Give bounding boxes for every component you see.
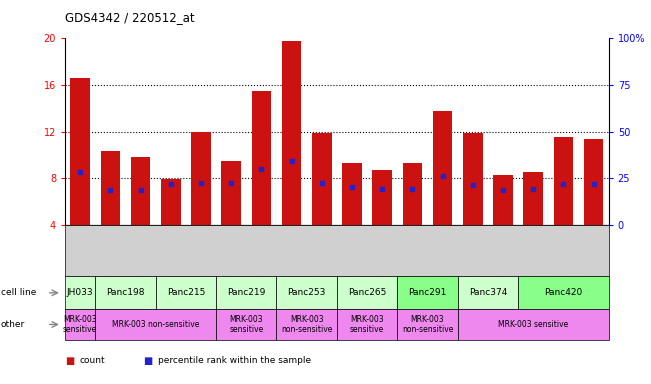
Bar <box>312 133 331 225</box>
Text: Panc291: Panc291 <box>408 288 447 297</box>
Text: Panc198: Panc198 <box>106 288 145 297</box>
Text: MRK-003 non-sensitive: MRK-003 non-sensitive <box>112 320 199 329</box>
Bar <box>251 91 271 225</box>
Bar <box>553 137 573 225</box>
Bar <box>131 157 150 225</box>
Text: MRK-003
non-sensitive: MRK-003 non-sensitive <box>281 315 333 334</box>
Text: MRK-003
sensitive: MRK-003 sensitive <box>229 315 264 334</box>
Bar <box>191 131 211 225</box>
Bar <box>584 139 603 225</box>
Text: MRK-003 sensitive: MRK-003 sensitive <box>498 320 568 329</box>
Bar <box>101 151 120 225</box>
Text: Panc420: Panc420 <box>544 288 583 297</box>
Text: MRK-003
non-sensitive: MRK-003 non-sensitive <box>402 315 453 334</box>
Text: Panc219: Panc219 <box>227 288 266 297</box>
Text: cell line: cell line <box>1 288 36 297</box>
Bar <box>221 161 241 225</box>
Bar <box>463 133 482 225</box>
Text: MRK-003
sensitive: MRK-003 sensitive <box>63 315 98 334</box>
Bar <box>402 163 422 225</box>
Text: Panc265: Panc265 <box>348 288 386 297</box>
Text: GDS4342 / 220512_at: GDS4342 / 220512_at <box>65 12 195 25</box>
Bar <box>433 111 452 225</box>
Text: Panc374: Panc374 <box>469 288 507 297</box>
Text: count: count <box>79 356 105 366</box>
Text: MRK-003
sensitive: MRK-003 sensitive <box>350 315 384 334</box>
Text: percentile rank within the sample: percentile rank within the sample <box>158 356 311 366</box>
Text: JH033: JH033 <box>67 288 94 297</box>
Bar <box>342 163 362 225</box>
Bar <box>372 170 392 225</box>
Text: Panc215: Panc215 <box>167 288 205 297</box>
Text: other: other <box>1 320 25 329</box>
Text: ■: ■ <box>65 356 74 366</box>
Bar <box>282 41 301 225</box>
Text: ■: ■ <box>143 356 152 366</box>
Text: Panc253: Panc253 <box>288 288 326 297</box>
Bar <box>161 179 180 225</box>
Bar <box>493 175 513 225</box>
Bar <box>70 78 90 225</box>
Bar <box>523 172 543 225</box>
